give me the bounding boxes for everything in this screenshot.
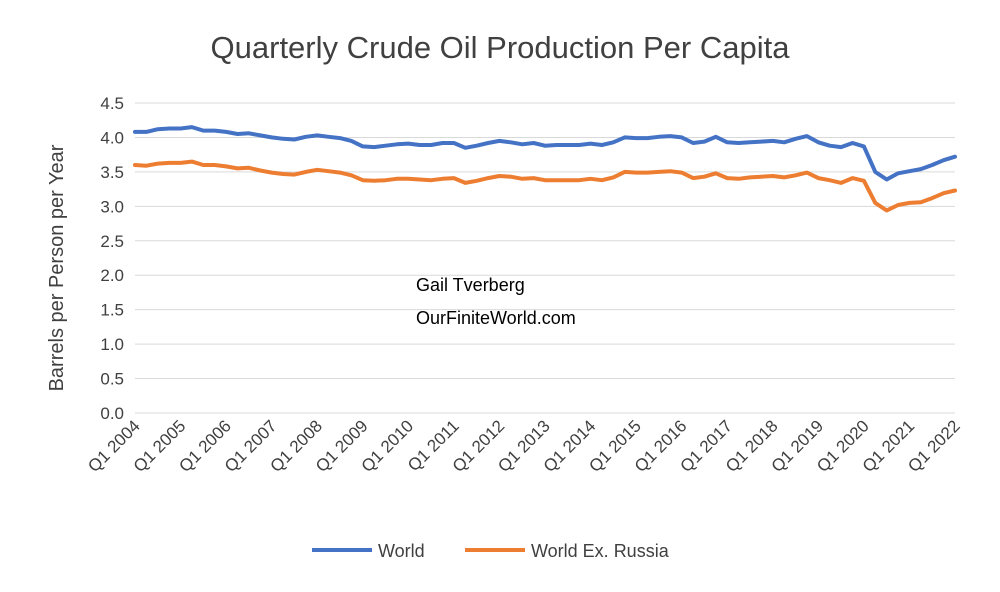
series-lines [133, 125, 957, 213]
y-tick-label: 0.5 [100, 370, 124, 389]
legend: World World Ex. Russia [312, 541, 670, 561]
y-tick-label: 2.5 [100, 232, 124, 251]
y-tick-label: 1.5 [100, 301, 124, 320]
legend-label-world-ex-russia: World Ex. Russia [531, 541, 670, 561]
y-tick-labels: 0.0 0.5 1.0 1.5 2.0 2.5 3.0 3.5 4.0 4.5 [100, 94, 124, 423]
chart-title: Quarterly Crude Oil Production Per Capit… [211, 30, 791, 65]
gridlines [135, 102, 955, 414]
series-line-world-ex-russia [133, 159, 957, 213]
y-tick-label: 3.0 [100, 197, 124, 216]
y-tick-label: 1.0 [100, 335, 124, 354]
legend-label-world: World [378, 541, 425, 561]
y-tick-label: 4.5 [100, 94, 124, 113]
y-axis-label: Barrels per Person per Year [46, 144, 68, 391]
y-tick-label: 3.5 [100, 163, 124, 182]
annotation-author: Gail Tverberg [416, 275, 525, 295]
y-tick-label: 4.0 [100, 128, 124, 147]
annotation-website: OurFiniteWorld.com [416, 308, 576, 328]
series-line-world [133, 125, 957, 182]
y-tick-label: 0.0 [100, 404, 124, 423]
y-tick-label: 2.0 [100, 266, 124, 285]
